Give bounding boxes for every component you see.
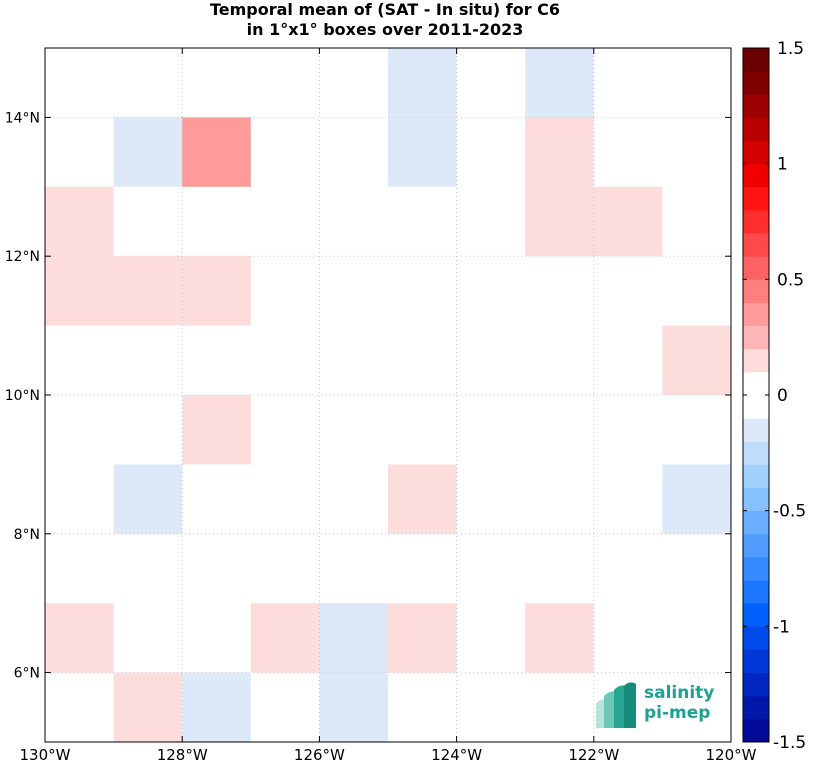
heatmap-cell — [388, 603, 457, 673]
heatmap-cell — [662, 464, 731, 534]
heatmap-cell — [525, 186, 594, 257]
colorbar-tick-label: 0.5 — [777, 270, 804, 290]
colorbar-tick-label: 1.5 — [777, 39, 804, 59]
colorbar-segment — [743, 279, 769, 303]
colorbar-segment — [743, 533, 769, 558]
x-tick-label: 130°W — [20, 746, 71, 763]
colorbar-segment — [743, 718, 769, 743]
colorbar-segment — [743, 695, 769, 720]
colorbar-segment — [743, 302, 769, 326]
x-tick-label: 124°W — [431, 746, 482, 763]
heatmap-cell — [113, 117, 183, 187]
heatmap-cell — [182, 395, 251, 465]
heatmap-cell — [45, 256, 114, 326]
colorbar-segment — [743, 510, 769, 535]
colorbar-segment — [743, 371, 769, 396]
heatmap-cell — [525, 48, 594, 118]
colorbar-segment — [743, 672, 769, 697]
heatmap-cell — [319, 603, 388, 673]
heatmap-cell — [182, 672, 251, 742]
colorbar-segment — [743, 603, 769, 627]
colorbar-segment — [743, 233, 769, 257]
y-tick-label: 10°N — [5, 388, 40, 404]
x-tick-label: 120°W — [706, 746, 757, 763]
y-tick-label: 14°N — [5, 110, 40, 126]
heatmap-cell — [388, 48, 457, 118]
colorbar-tick-label: -1.5 — [773, 733, 806, 753]
colorbar-segment — [743, 325, 769, 350]
colorbar-segment — [743, 163, 769, 188]
colorbar-segment — [743, 649, 769, 673]
heatmap-cell — [113, 256, 183, 326]
heatmap-cell — [113, 672, 183, 742]
heatmap-cell — [250, 603, 320, 673]
chart-title: Temporal mean of (SAT - In situ) for C6 — [209, 0, 561, 19]
colorbar-segment — [743, 487, 769, 512]
colorbar-segment — [743, 556, 769, 581]
heatmap-cells — [45, 48, 731, 742]
colorbar-segment — [743, 348, 769, 373]
heatmap-cell — [593, 186, 663, 257]
x-tick-label: 122°W — [568, 746, 619, 763]
x-tick-label: 128°W — [157, 746, 208, 763]
logo-text-line1: salinity — [644, 683, 715, 703]
colorbar: 1.5 1 0.5 0 -0.5 -1 -1.5 — [742, 39, 806, 753]
heatmap-cell — [182, 256, 251, 326]
axis-ticks: 130°W 128°W 126°W 124°W 122°W 120°W 6°N 8°N 10°N… — [5, 48, 757, 763]
heatmap-cell — [388, 464, 457, 534]
salinity-pimep-logo: salinity pi-mep — [594, 682, 734, 732]
colorbar-segment — [743, 186, 769, 211]
heatmap-cell — [113, 464, 183, 534]
logo-waves-icon — [596, 682, 636, 728]
y-tick-label: 6°N — [14, 666, 40, 682]
heatmap-cell — [525, 603, 594, 673]
heatmap-cell — [45, 603, 114, 673]
chart-title-block: Temporal mean of (SAT - In situ) for C6 … — [0, 0, 770, 40]
colorbar-segment — [743, 140, 769, 165]
colorbar-segment — [743, 256, 769, 280]
heatmap-cell — [662, 325, 731, 395]
logo-text-line2: pi-mep — [644, 703, 711, 723]
colorbar-segment — [743, 626, 769, 650]
heatmap-cell — [182, 117, 251, 187]
y-tick-label: 8°N — [14, 527, 40, 543]
x-tick-label: 126°W — [294, 746, 345, 763]
heatmap-cell — [388, 117, 457, 187]
colorbar-segment — [743, 441, 769, 465]
colorbar-segment — [743, 48, 769, 72]
colorbar-tick-label: 0 — [777, 386, 788, 406]
colorbar-segment — [743, 418, 769, 442]
colorbar-tick-label: 1 — [777, 155, 788, 175]
colorbar-segment — [743, 395, 769, 419]
colorbar-segment — [743, 71, 769, 95]
chart-subtitle: in 1°x1° boxes over 2011-2023 — [246, 20, 524, 39]
heatmap-cell — [525, 117, 594, 187]
colorbar-segment — [743, 209, 769, 234]
colorbar-segment — [743, 94, 769, 118]
heatmap-cell — [45, 186, 114, 257]
colorbar-segment — [743, 464, 769, 488]
colorbar-segment — [743, 117, 769, 141]
heatmap-cell — [319, 672, 388, 742]
colorbar-tick-label: -0.5 — [773, 502, 806, 522]
y-tick-label: 12°N — [5, 249, 40, 265]
colorbar-tick-label: -1 — [773, 617, 790, 637]
colorbar-segment — [743, 580, 769, 604]
